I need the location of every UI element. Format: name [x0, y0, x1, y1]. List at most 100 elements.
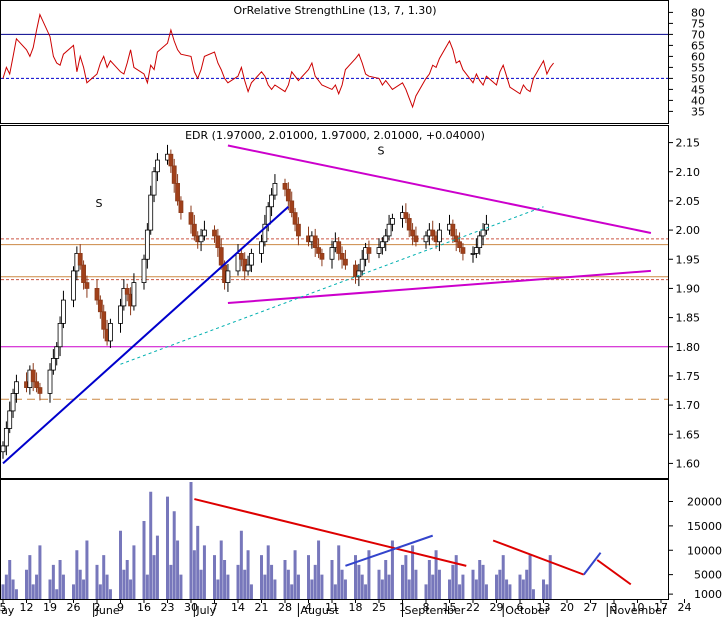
volume-bar: [75, 550, 79, 599]
price-y-tick-label: 1.85: [676, 312, 701, 325]
month-label: November: [609, 604, 667, 617]
candle-body: [403, 212, 409, 219]
candle-body: [3, 428, 9, 447]
x-tick-label: 6: [517, 601, 524, 614]
volume-bar: [176, 540, 180, 599]
volume-bar: [354, 555, 357, 599]
price-y-tick-label: 1.65: [676, 428, 701, 441]
volume-bar: [290, 584, 294, 599]
volume-bar: [283, 560, 287, 599]
rsi-y-tick-label: 70: [691, 28, 705, 41]
candle-body: [101, 311, 107, 330]
volume-bar: [478, 560, 482, 599]
volume-trendline: [582, 552, 602, 576]
volume-bar: [401, 564, 404, 599]
volume-bar: [387, 574, 391, 599]
volume-bar: [243, 569, 247, 599]
rsi-y-tick-label: 80: [691, 6, 705, 19]
volume-bar: [35, 574, 39, 599]
volume-bar: [498, 569, 502, 599]
price-y-tick-label: 2.00: [676, 224, 701, 237]
volume-bar: [51, 564, 55, 599]
volume-bar: [337, 545, 341, 599]
candle-body: [339, 253, 345, 260]
price-y-tick-label: 1.70: [676, 399, 701, 412]
month-label: May: [0, 604, 15, 617]
volume-bar: [518, 574, 522, 599]
volume-bar: [105, 574, 109, 599]
volume-bar: [471, 569, 475, 599]
candle-body: [285, 188, 291, 202]
rsi-y-tick-label: 50: [691, 72, 705, 85]
candle-body: [108, 323, 113, 342]
volume-bar: [239, 530, 243, 599]
volume-bar: [380, 579, 384, 599]
x-tick-label: 26: [67, 601, 81, 614]
volume-bar: [357, 564, 361, 599]
candle-body: [296, 223, 301, 237]
candle-body: [0, 445, 6, 453]
candle-body: [245, 264, 251, 272]
panel-frames: [0, 0, 669, 600]
volume-bar: [28, 555, 32, 599]
volume-bar: [364, 584, 368, 599]
volume-bar: [495, 574, 498, 599]
candle-body: [390, 218, 395, 225]
price-y-tick-label: 2.05: [676, 195, 701, 208]
candle-body: [178, 200, 184, 213]
lower-support-trendline: [227, 269, 652, 304]
volume-trendline: [345, 534, 434, 567]
month-label: August: [300, 604, 339, 617]
candle-body: [124, 288, 130, 295]
volume-bar: [313, 564, 317, 599]
price-y-tick-label: 1.60: [676, 457, 701, 470]
candle-body: [376, 247, 382, 254]
x-tick-label: 16: [137, 601, 151, 614]
volume-bar: [31, 584, 35, 599]
volume-bar: [249, 584, 253, 599]
volume-y-tick-label: 1000: [694, 588, 722, 601]
candle-body: [430, 229, 436, 237]
volume-trendline: [596, 559, 632, 586]
indicator-title: OrRelative StrengthLine (13, 7, 1.30): [233, 4, 436, 17]
x-tick-label: 7: [211, 601, 218, 614]
volume-bar: [155, 535, 159, 599]
volume-bar: [1, 584, 5, 599]
price-panel-frame: [0, 125, 669, 479]
candle-body: [453, 235, 459, 243]
volume-bar: [542, 579, 545, 599]
volume-bar: [448, 579, 451, 599]
volume-bar: [169, 564, 173, 599]
candle-body: [14, 381, 19, 394]
candle-body: [265, 206, 271, 225]
candle-body: [7, 410, 13, 429]
candle-body: [470, 253, 476, 255]
candle-body: [155, 159, 160, 173]
candle-body: [37, 387, 43, 394]
candle-body: [168, 153, 174, 167]
volume-bar: [307, 555, 310, 599]
volume-bar: [545, 584, 549, 599]
volume-bar: [149, 491, 153, 599]
volume-bar: [61, 574, 65, 599]
candle-body: [144, 229, 150, 260]
volume-bar: [119, 530, 122, 599]
candle-body: [121, 288, 127, 307]
x-tick-label: 11: [325, 601, 339, 614]
candle-body: [71, 270, 76, 301]
volume-bar: [4, 574, 8, 599]
candle-body: [316, 247, 321, 254]
indicator-panel: [1, 13, 668, 109]
volume-bar: [260, 555, 263, 599]
volume-bar: [481, 564, 485, 599]
annotation-label: S: [378, 144, 385, 157]
volume-bar: [437, 569, 441, 599]
candle-body: [238, 253, 244, 260]
candle-body: [262, 223, 268, 243]
volume-bar: [48, 579, 52, 599]
x-tick-label: 10: [631, 601, 645, 614]
volume-y-tick-label: 20000: [687, 496, 722, 509]
volume-bar: [286, 569, 290, 599]
volume-y-tick-label: 10000: [687, 544, 722, 557]
candle-body: [292, 212, 298, 225]
